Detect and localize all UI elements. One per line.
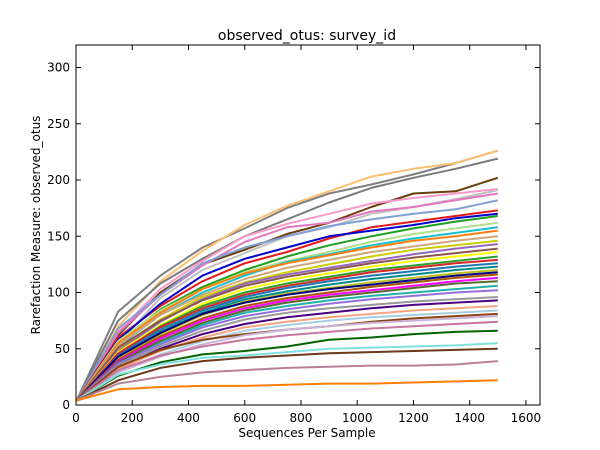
series-line-36	[76, 315, 498, 402]
series-line-27	[75, 276, 498, 402]
x-tick-label: 1600	[511, 411, 542, 425]
series-line-38	[76, 329, 498, 402]
series-line-7	[75, 192, 498, 402]
x-tick-label: 800	[290, 411, 313, 425]
x-tick-label: 400	[177, 411, 200, 425]
series-line-21	[75, 258, 498, 402]
y-axis-ticks: 0 50 100 150 200 250 300	[47, 61, 540, 412]
series-line-25	[75, 271, 498, 402]
series-line-10	[75, 212, 498, 402]
series-line-22	[75, 262, 498, 402]
series-line-30	[75, 289, 498, 402]
series-line-8	[75, 199, 499, 402]
x-tick-label: 600	[233, 411, 256, 425]
series-line-3	[75, 157, 499, 401]
series-line-28	[75, 280, 498, 402]
plot-area	[75, 44, 541, 406]
series-line-31	[75, 296, 498, 402]
x-axis-ticks: 0 200 400 600 800 1000 1200 1400 1600	[72, 45, 541, 425]
y-tick-label: 250	[47, 117, 70, 131]
x-tick-label: 0	[72, 411, 80, 425]
y-tick-label: 100	[47, 286, 70, 300]
series-line-12	[75, 221, 498, 402]
x-axis-label: Sequences Per Sample	[238, 426, 375, 440]
series-line-40	[76, 347, 498, 402]
x-tick-label: 1200	[398, 411, 429, 425]
series-line-39	[76, 342, 498, 402]
series-line-19	[75, 251, 498, 402]
y-tick-label: 0	[62, 398, 70, 412]
series-line-14	[75, 229, 498, 402]
plot-frame	[75, 44, 541, 406]
x-tick-label: 1400	[454, 411, 485, 425]
chart-title: observed_otus: survey_id	[218, 28, 396, 44]
series-line-1	[75, 149, 499, 401]
series-line-5	[75, 188, 498, 402]
series-line-26	[75, 273, 498, 402]
series-line-18	[75, 247, 498, 402]
x-tick-label: 1000	[342, 411, 373, 425]
series-layer	[75, 149, 499, 402]
series-line-15	[75, 235, 498, 402]
series-line-17	[75, 243, 498, 402]
x-tick-label: 200	[121, 411, 144, 425]
y-tick-label: 200	[47, 173, 70, 187]
y-axis-label: Rarefaction Measure: observed_otus	[29, 116, 43, 335]
series-line-33	[75, 305, 498, 402]
series-line-24	[75, 269, 498, 402]
series-line-42	[76, 379, 498, 402]
y-tick-label: 300	[47, 61, 70, 75]
series-line-37	[76, 320, 498, 402]
y-tick-label: 50	[55, 342, 70, 356]
y-tick-label: 150	[47, 229, 70, 243]
series-line-41	[76, 360, 498, 402]
